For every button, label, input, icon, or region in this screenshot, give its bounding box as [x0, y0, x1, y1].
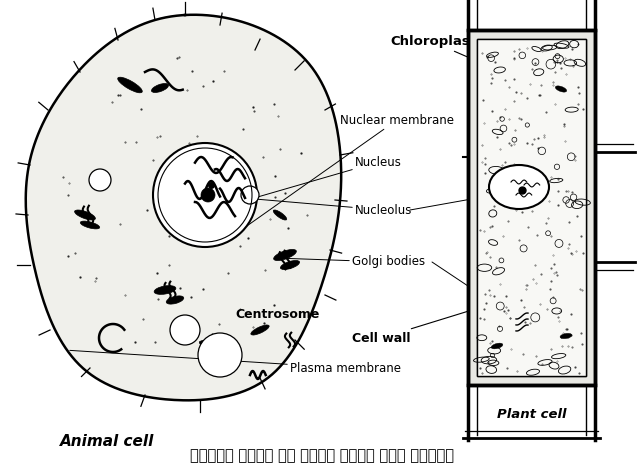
Circle shape: [198, 333, 242, 377]
Circle shape: [241, 186, 259, 204]
Text: जन्तु कोशा और पादप कोशा में तुलना: जन्तु कोशा और पादप कोशा में तुलना: [190, 448, 454, 463]
Circle shape: [89, 169, 111, 191]
Ellipse shape: [560, 333, 572, 339]
Ellipse shape: [75, 210, 95, 220]
Circle shape: [170, 315, 200, 345]
Ellipse shape: [118, 77, 142, 93]
Bar: [477, 39, 586, 376]
Ellipse shape: [152, 83, 168, 93]
Ellipse shape: [274, 249, 296, 261]
Circle shape: [153, 143, 257, 247]
Text: Nucleus: Nucleus: [233, 155, 402, 204]
Text: Cell wall: Cell wall: [352, 311, 469, 344]
Bar: [468, 30, 595, 385]
Text: Plasma membrane: Plasma membrane: [70, 351, 401, 374]
Bar: [468, 30, 595, 385]
Circle shape: [201, 188, 215, 202]
Ellipse shape: [251, 325, 269, 335]
Ellipse shape: [166, 296, 184, 304]
Ellipse shape: [556, 86, 566, 92]
Text: Nucleolus: Nucleolus: [211, 195, 412, 217]
Ellipse shape: [280, 261, 300, 270]
Ellipse shape: [491, 343, 503, 349]
Ellipse shape: [154, 285, 176, 294]
Ellipse shape: [199, 341, 221, 350]
Ellipse shape: [489, 165, 549, 209]
Bar: [477, 39, 586, 376]
Text: Golgi bodies: Golgi bodies: [278, 256, 425, 269]
Text: Nuclear membrane: Nuclear membrane: [246, 114, 454, 227]
Text: Plant cell: Plant cell: [497, 409, 566, 422]
Text: Centrosome: Centrosome: [235, 308, 319, 322]
Ellipse shape: [273, 210, 287, 220]
Text: Animal cell: Animal cell: [60, 434, 154, 449]
Polygon shape: [26, 15, 341, 400]
Text: Chloroplast: Chloroplast: [390, 36, 483, 64]
Ellipse shape: [80, 221, 100, 229]
